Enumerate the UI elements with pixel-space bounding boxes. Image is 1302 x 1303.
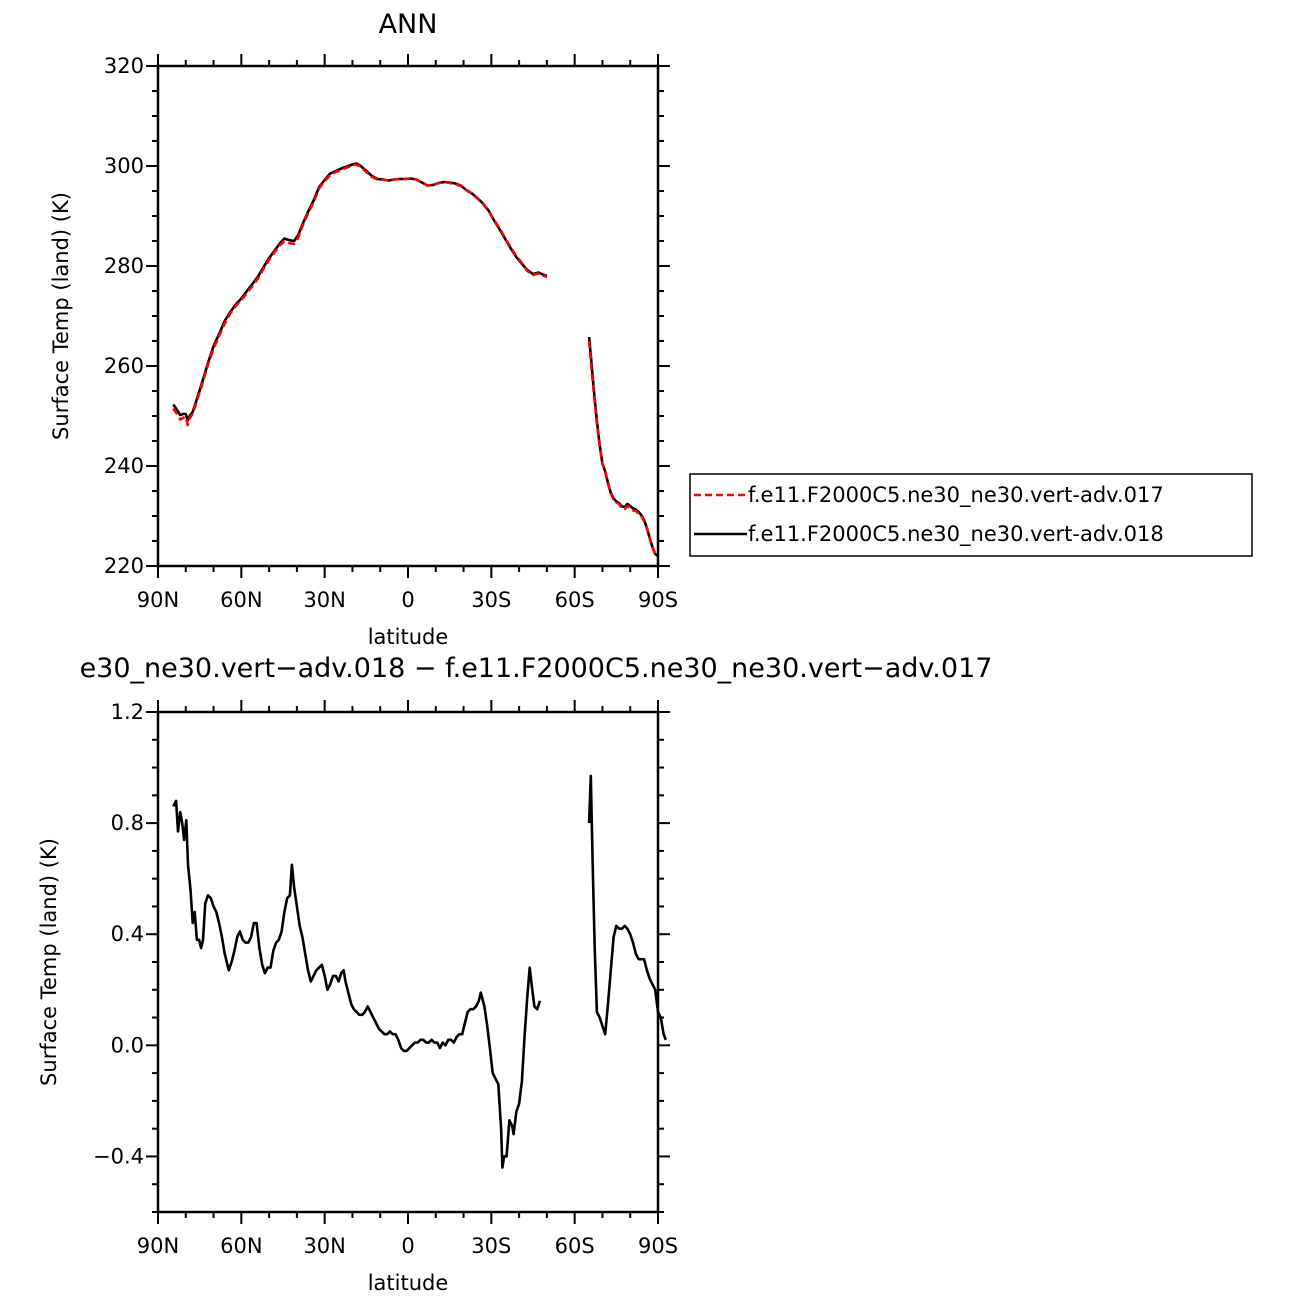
bottom-plot-frame <box>156 710 660 1214</box>
y-tick-label: 0.4 <box>111 922 144 946</box>
x-tick-label: 90S <box>638 588 678 612</box>
x-tick-label: 90N <box>137 588 179 612</box>
legend-label-017: f.e11.F2000C5.ne30_ne30.vert-adv.017 <box>748 483 1164 508</box>
bottom-y-axis-label: Surface Temp (land) (K) <box>37 838 61 1086</box>
y-tick-label: 240 <box>104 454 144 478</box>
x-tick-label: 90N <box>137 1234 179 1258</box>
x-tick-label: 60N <box>220 588 262 612</box>
top-y-tick-labels: 220 240 260 280 300 320 <box>104 54 144 578</box>
legend-label-018: f.e11.F2000C5.ne30_ne30.vert-adv.018 <box>748 522 1164 547</box>
top-x-tick-labels: 90N 60N 30N 0 30S 60S 90S <box>137 588 678 612</box>
top-y-axis-label: Surface Temp (land) (K) <box>49 192 73 440</box>
x-tick-label: 30N <box>303 588 345 612</box>
x-tick-label: 60N <box>220 1234 262 1258</box>
y-tick-label: 220 <box>104 554 144 578</box>
bottom-x-tick-labels: 90N 60N 30N 0 30S 60S 90S <box>137 1234 678 1258</box>
y-tick-label: −0.4 <box>93 1144 144 1168</box>
y-tick-label: 0.0 <box>111 1033 144 1057</box>
x-tick-label: 60S <box>555 588 595 612</box>
series-line-018 <box>172 162 548 422</box>
bottom-series-lines <box>172 774 668 1169</box>
series-line-diff <box>587 774 668 1041</box>
top-plot-frame <box>156 64 660 568</box>
bottom-x-axis-label: latitude <box>368 1271 449 1295</box>
x-tick-label: 90S <box>638 1234 678 1258</box>
top-tick-marks <box>146 54 670 578</box>
x-tick-label: 30N <box>303 1234 345 1258</box>
bottom-chart-title: e30_ne30.vert−adv.018 − f.e11.F2000C5.ne… <box>80 653 993 684</box>
x-tick-label: 30S <box>471 1234 511 1258</box>
legend-box <box>689 473 1253 557</box>
y-tick-label: 260 <box>104 354 144 378</box>
bottom-y-tick-labels: −0.4 0.0 0.4 0.8 1.2 <box>93 700 144 1168</box>
y-tick-label: 280 <box>104 254 144 278</box>
x-tick-label: 0 <box>401 1234 414 1258</box>
top-chart-title: ANN <box>379 9 438 40</box>
series-line-017 <box>587 340 659 558</box>
x-tick-label: 60S <box>555 1234 595 1258</box>
y-tick-label: 320 <box>104 54 144 78</box>
top-series-lines <box>172 162 659 558</box>
x-tick-label: 30S <box>471 588 511 612</box>
legend: f.e11.F2000C5.ne30_ne30.vert-adv.017 f.e… <box>689 473 1253 557</box>
top-x-axis-label: latitude <box>368 625 449 649</box>
x-tick-label: 0 <box>401 588 414 612</box>
y-tick-label: 1.2 <box>111 700 144 724</box>
series-line-diff <box>172 799 542 1169</box>
series-line-017 <box>172 163 548 427</box>
y-tick-label: 0.8 <box>111 811 144 835</box>
y-tick-label: 300 <box>104 154 144 178</box>
bottom-panel: e30_ne30.vert−adv.018 − f.e11.F2000C5.ne… <box>37 653 992 1295</box>
